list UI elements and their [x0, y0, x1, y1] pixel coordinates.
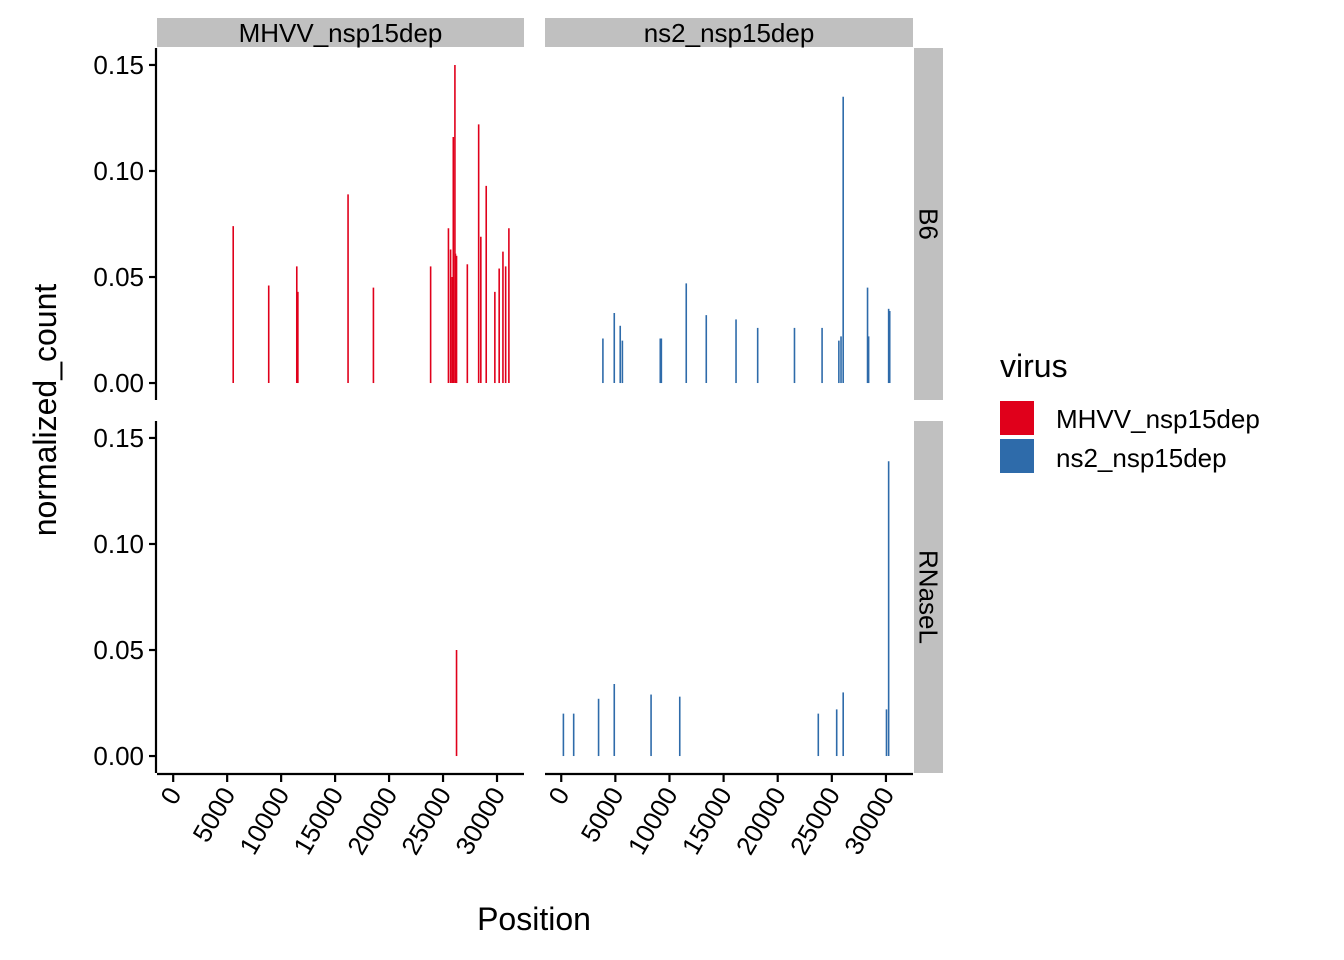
strip-col-mhvv	[157, 18, 524, 47]
panel-1-1	[562, 461, 890, 757]
legend-key-mhvv	[1000, 401, 1034, 435]
y-tick-label: 0.10	[93, 156, 144, 186]
legend-title: virus	[1000, 348, 1068, 384]
strip-col-ns2	[545, 18, 913, 47]
y-tick-label: 0.10	[93, 529, 144, 559]
x-axis-title: Position	[477, 901, 591, 937]
y-tick-label: 0.05	[93, 635, 144, 665]
strip-col-mhvv-label: MHVV_nsp15dep	[239, 18, 443, 48]
strip-row-b6	[914, 48, 943, 400]
strip-col-ns2-label: ns2_nsp15dep	[644, 18, 815, 48]
panel-0-0	[232, 64, 510, 384]
strip-row-rnasel-label: RNaseL	[914, 550, 944, 644]
legend-label-mhvv: MHVV_nsp15dep	[1056, 404, 1260, 434]
y-tick-label: 0.00	[93, 741, 144, 771]
y-tick-label: 0.05	[93, 262, 144, 292]
y-tick-label: 0.00	[93, 368, 144, 398]
y-tick-label: 0.15	[93, 50, 144, 80]
y-tick-label: 0.15	[93, 423, 144, 453]
panels	[232, 64, 891, 757]
y-axis-title: normalized_count	[27, 284, 63, 537]
strip-row-rnasel	[914, 421, 943, 773]
legend-key-ns2	[1000, 439, 1034, 473]
strip-row-b6-label: B6	[914, 208, 944, 240]
panel-0-1	[602, 96, 891, 384]
legend-label-ns2: ns2_nsp15dep	[1056, 443, 1227, 473]
